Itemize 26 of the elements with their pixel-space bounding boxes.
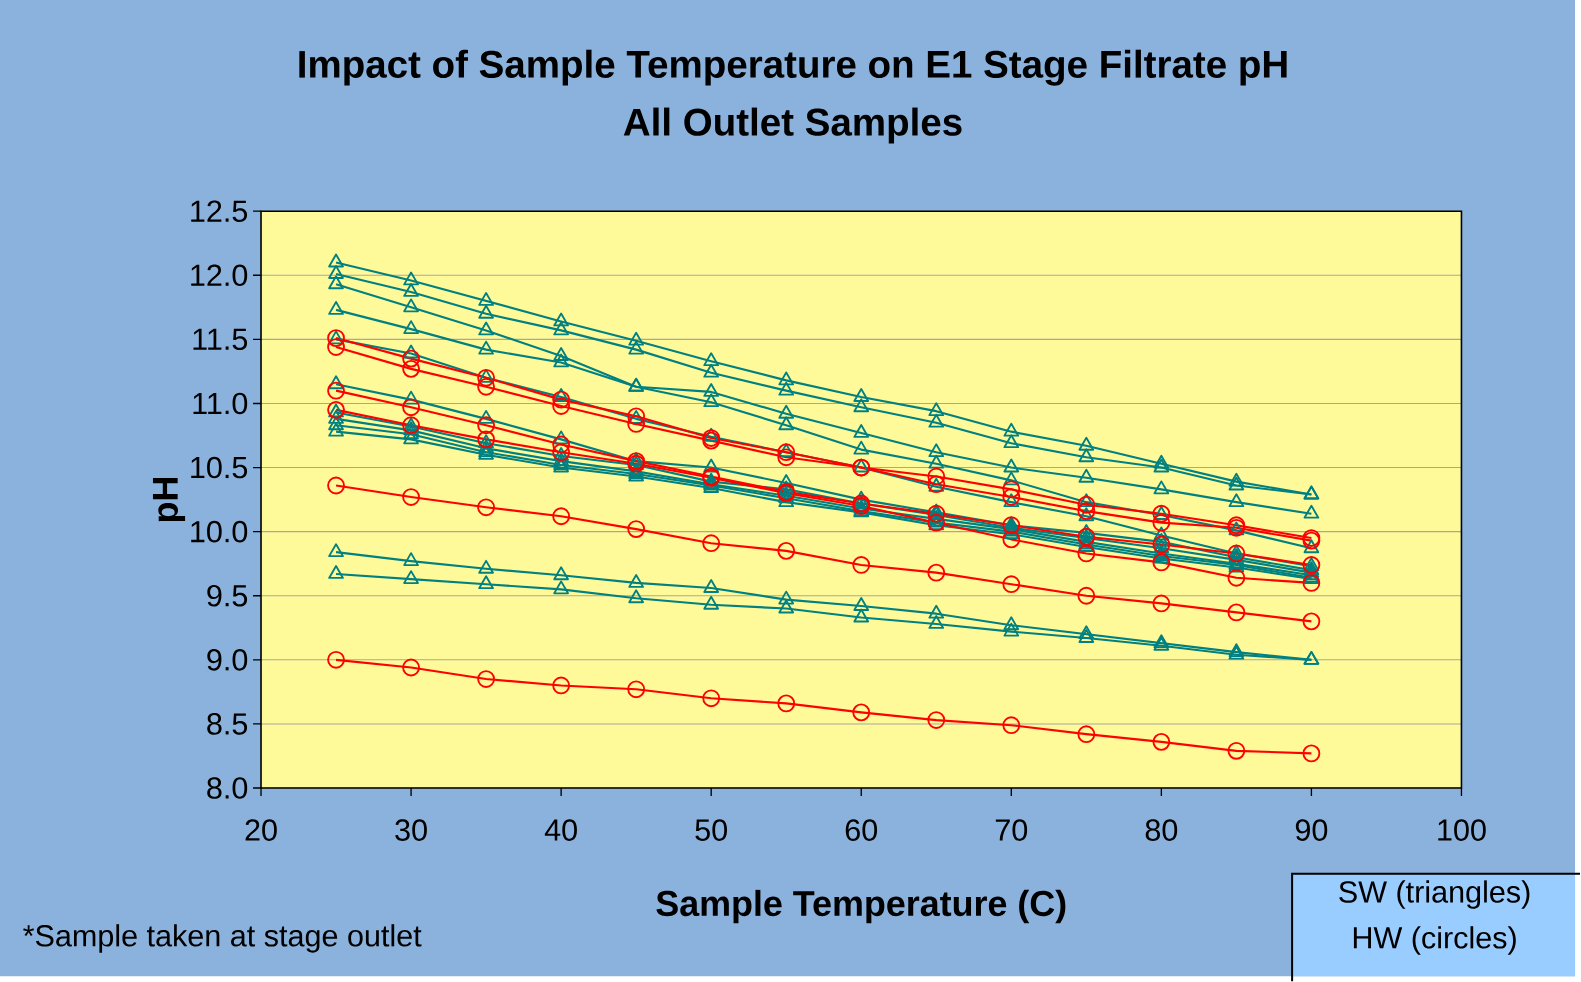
text: SW (triangles) xyxy=(1339,880,1530,909)
y-tick-label: 11.5 xyxy=(193,328,248,350)
y-tick-label: 9.0 xyxy=(207,648,248,671)
y-tick-label: 11.0 xyxy=(193,392,248,415)
x-tick-label: 30 xyxy=(395,819,427,841)
x-tick-label: 70 xyxy=(995,819,1028,841)
chart-subtitle: All Outlet Samples xyxy=(623,107,962,144)
x-tick-label: 80 xyxy=(1145,819,1178,841)
chart-title: Impact of Sample Temperature on E1 Stage Filtrate pH xyxy=(299,49,1287,86)
y-tick-label: 10.0 xyxy=(191,520,248,543)
x-tick-label: 20 xyxy=(245,819,277,841)
y-tick-label: 10.5 xyxy=(191,456,248,479)
y-tick-label: 8.5 xyxy=(207,712,248,735)
x-tick-label: 90 xyxy=(1295,819,1328,841)
text: *Sample taken at stage outlet xyxy=(23,924,422,953)
y-tick-label: 9.5 xyxy=(207,584,248,607)
x-tick-label: 50 xyxy=(695,819,727,841)
y-tick-label: 8.0 xyxy=(207,777,248,799)
x-tick-label: 100 xyxy=(1438,819,1486,841)
y-axis-title: pH xyxy=(152,477,186,521)
y-tick-label: 12.5 xyxy=(191,200,248,222)
x-tick-label: 40 xyxy=(544,819,577,841)
x-tick-label: 60 xyxy=(845,819,878,841)
x-axis-title: Sample Temperature (C) xyxy=(656,889,1066,924)
y-tick-label: 12.0 xyxy=(191,264,248,286)
text: HW (circles) xyxy=(1353,926,1516,955)
